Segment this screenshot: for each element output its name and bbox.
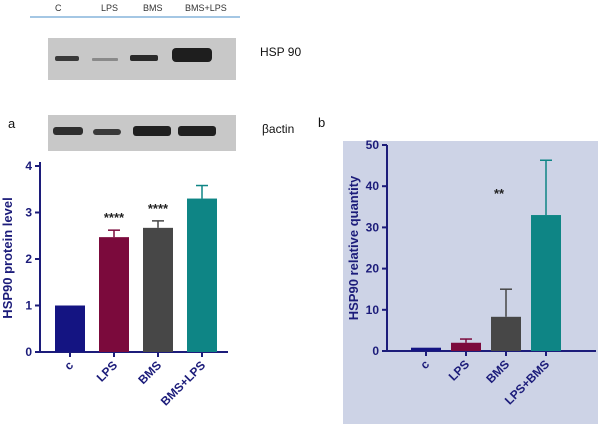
- panel-b-ytick-label: 10: [366, 303, 380, 317]
- hsp90-label: HSP 90: [260, 45, 301, 59]
- lane-label-bms: BMS: [143, 3, 163, 13]
- panel-b-bar-bms: [491, 316, 521, 351]
- panel-a-category-label: LPS: [94, 358, 120, 384]
- panel-b-bar-lps: [451, 342, 481, 351]
- panel-a-letter: a: [8, 116, 16, 131]
- hsp90-band-bms-lps: [172, 48, 212, 62]
- actin-band-bms: [133, 126, 171, 136]
- panel-b-ytick-label: 40: [366, 179, 380, 193]
- western-blot: C LPS BMS BMS+LPS HSP 90 βactin: [30, 3, 301, 151]
- panel-a-ytick-label: 2: [25, 252, 32, 266]
- panel-b-bar-c: [411, 347, 441, 351]
- panel-a-significance: ****: [104, 210, 125, 225]
- panel-a-bar-bms: [143, 227, 173, 352]
- panel-b-ytick-label: 0: [372, 344, 379, 358]
- panel-a-ytick-label: 4: [25, 159, 32, 173]
- panel-b-y-label: HSP90 relative quantity: [346, 175, 361, 320]
- panel-a-category-label: BMS+LPS: [158, 358, 208, 408]
- panel-a-ytick-label: 3: [25, 206, 32, 220]
- actin-band-lps: [93, 129, 121, 135]
- hsp90-band-lps: [92, 58, 118, 61]
- panel-b-bar-lps-bms: [531, 215, 561, 351]
- lane-label-lps: LPS: [101, 3, 118, 13]
- actin-band-c: [53, 127, 83, 135]
- panel-a-significance: ****: [148, 201, 169, 216]
- panel-a-category-label: c: [61, 358, 76, 373]
- panel-a-ytick-label: 0: [25, 345, 32, 359]
- lane-label-c: C: [55, 3, 62, 13]
- actin-label: βactin: [262, 122, 294, 136]
- panel-b-ytick-label: 30: [366, 220, 380, 234]
- panel-a-category-label: BMS: [135, 358, 164, 387]
- panel-a-bar-lps: [99, 237, 129, 352]
- panel-a-bar-bms-lps: [187, 198, 217, 352]
- panel-a-chart: HSP90 protein level 0 1 2 3 4 c LPS **** BMS ****…: [0, 159, 228, 408]
- hsp90-band-bms: [130, 55, 158, 61]
- panel-b-ytick-label: 50: [366, 138, 380, 152]
- panel-a-bar-c: [55, 305, 85, 352]
- actin-band-bms-lps: [178, 126, 216, 136]
- panel-b-significance: **: [494, 186, 505, 201]
- hsp90-band-c: [55, 56, 79, 61]
- panel-b-ytick-label: 20: [366, 262, 380, 276]
- panel-a-ytick-label: 1: [25, 299, 32, 313]
- panel-a-y-label: HSP90 protein level: [0, 197, 15, 318]
- lane-label-bms-lps: BMS+LPS: [185, 3, 227, 13]
- panel-b-letter: b: [318, 115, 325, 130]
